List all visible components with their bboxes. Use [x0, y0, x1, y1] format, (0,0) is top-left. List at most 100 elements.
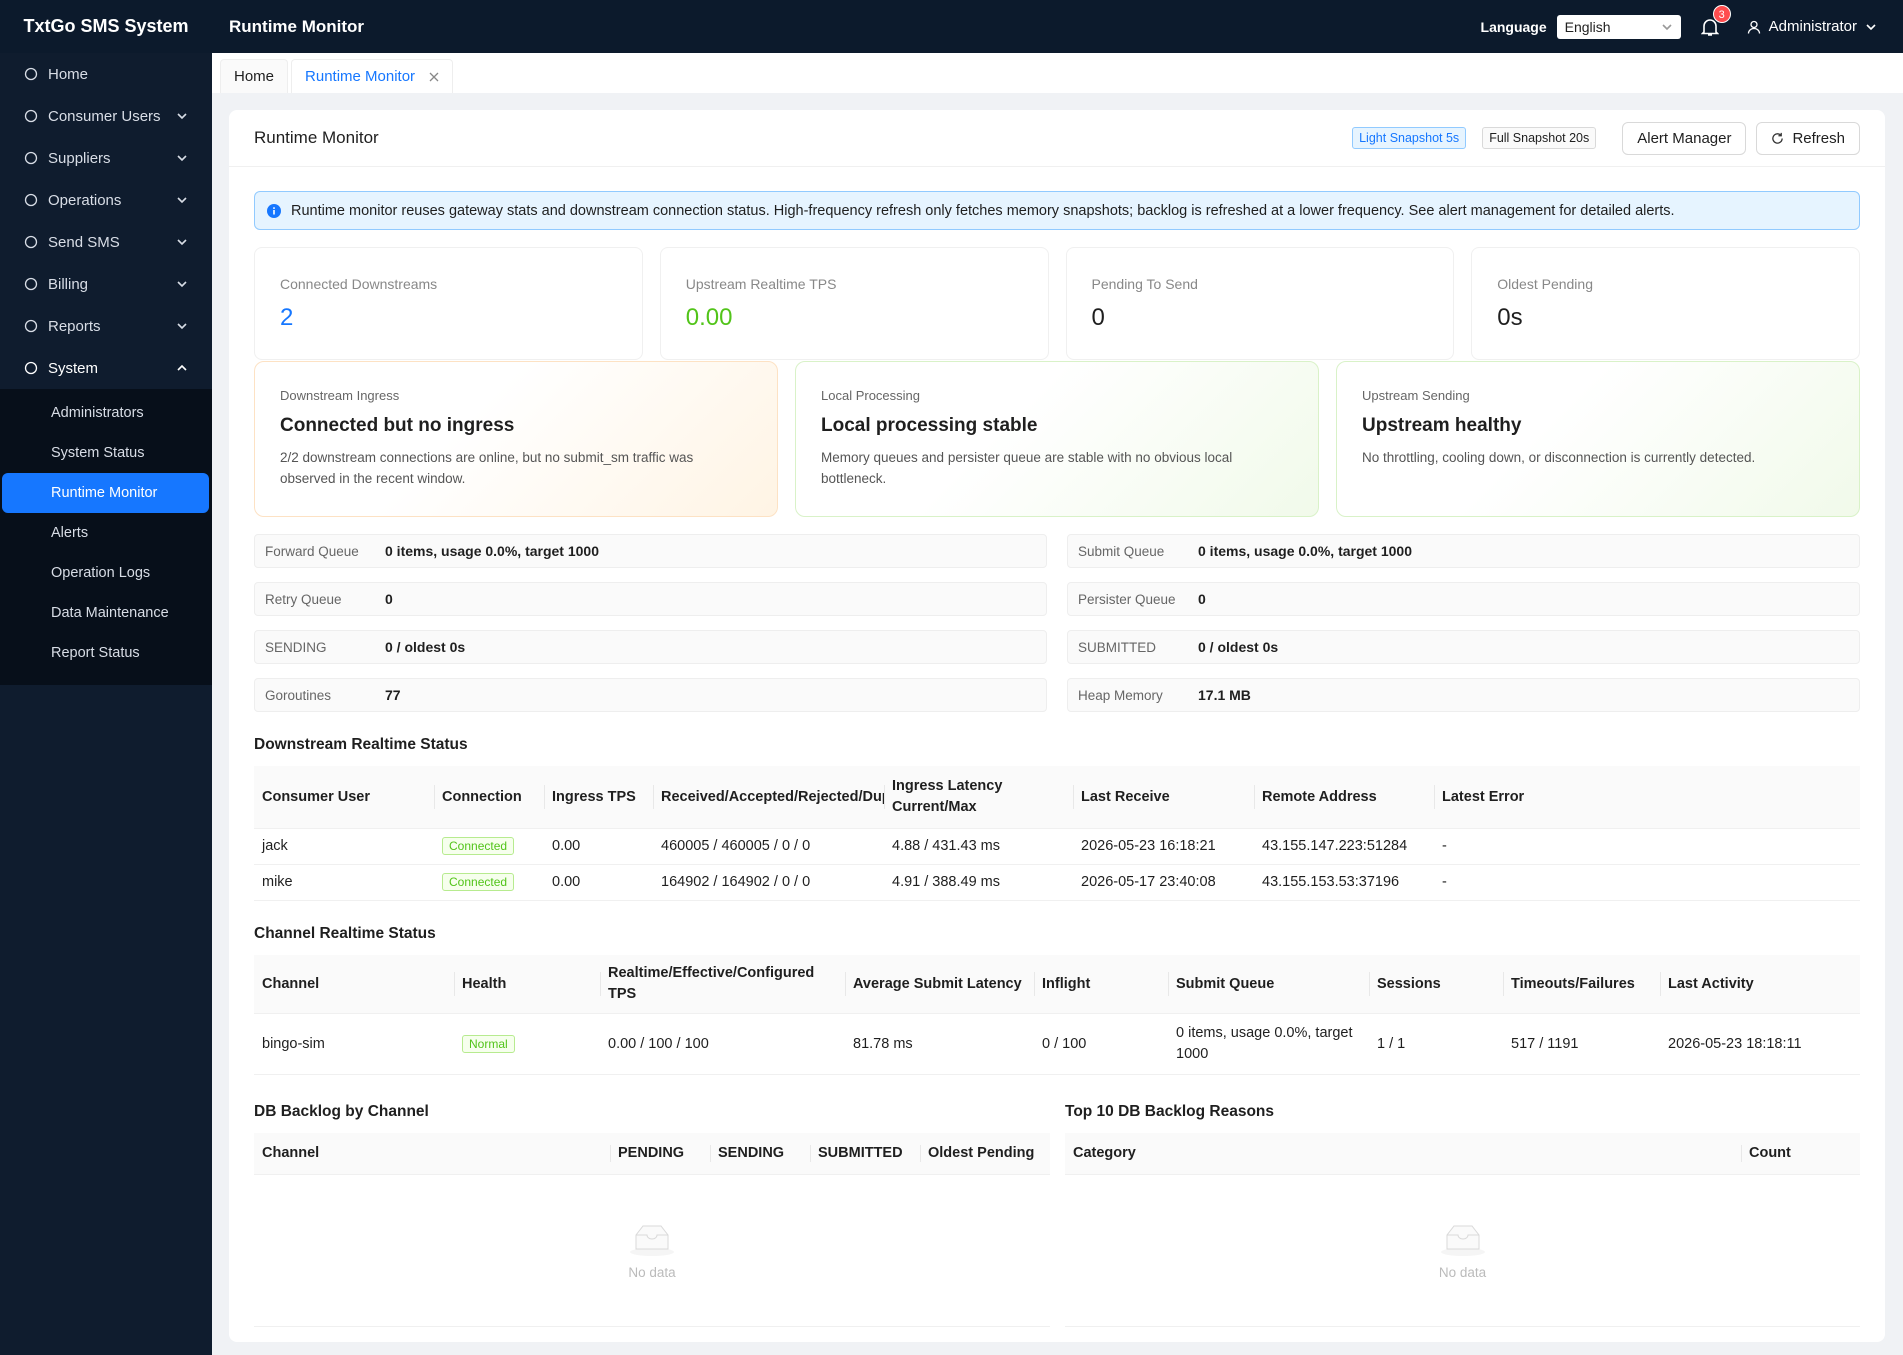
- cell: Connected: [434, 828, 544, 865]
- user-name: Administrator: [1768, 18, 1857, 35]
- language-value: English: [1564, 18, 1611, 35]
- tab-label: Home: [234, 68, 275, 85]
- main: Home Runtime Monitor Runtime Monitor Light…: [212, 53, 1903, 1355]
- metric-label: SENDING: [265, 639, 327, 655]
- submenu-item[interactable]: Alerts: [51, 525, 89, 541]
- cell: 164902 / 164902 / 0 / 0: [653, 864, 884, 901]
- cell: -: [1434, 828, 1860, 865]
- cell: Connected: [434, 864, 544, 901]
- metric-value: 0: [385, 591, 393, 607]
- metric-value: 0 / oldest 0s: [1198, 639, 1279, 655]
- cell: 2026-05-17 23:40:08: [1073, 864, 1254, 901]
- menu-item[interactable]: Send SMS: [0, 221, 212, 263]
- thead: Channel PENDING SENDING SUBMITTED Oldest Pen…: [254, 1133, 1050, 1175]
- menu-label: System: [48, 359, 99, 377]
- column-header: Channel: [254, 1133, 610, 1175]
- cell: 4.88 / 431.43 ms: [884, 828, 1073, 865]
- cell: 460005 / 460005 / 0 / 0: [653, 828, 884, 865]
- cell: 81.78 ms: [845, 1013, 1034, 1075]
- metric-label: SUBMITTED: [1078, 639, 1157, 655]
- health-label: Local Processing: [821, 388, 920, 403]
- cell: 0.00: [544, 864, 653, 901]
- thead: Consumer User Connection Ingress TPS Receiv…: [254, 766, 1860, 829]
- stat-value: 0s: [1497, 304, 1523, 331]
- submenu-item[interactable]: Runtime Monitor: [2, 473, 209, 513]
- badge: Full Snapshot 20s: [1482, 127, 1597, 149]
- column-header: SUBMITTED: [810, 1133, 920, 1175]
- submenu-item[interactable]: System Status: [51, 445, 145, 461]
- header-row: Channel Health Realtime/Effective/Configur…: [254, 955, 1860, 1014]
- cell: 43.155.147.223:51284: [1254, 828, 1434, 865]
- language-select[interactable]: English: [1556, 14, 1681, 39]
- cell: 0.00: [544, 828, 653, 865]
- icon: [24, 277, 38, 291]
- notifications[interactable]: 3: [1700, 4, 1731, 37]
- column-header: Average Submit Latency: [845, 955, 1034, 1014]
- submenu-item[interactable]: Report Status: [51, 645, 140, 661]
- cell: jack: [254, 828, 434, 865]
- cell: -: [1434, 864, 1860, 901]
- empty-text: No data: [628, 1265, 676, 1280]
- submenu-item[interactable]: Operation Logs: [51, 565, 151, 581]
- menu-item[interactable]: System: [0, 347, 212, 389]
- column-header: Remote Address: [1254, 766, 1434, 829]
- icon: [24, 193, 38, 207]
- menu-item[interactable]: Consumer Users: [0, 95, 212, 137]
- user-menu[interactable]: Administrator: [1747, 18, 1877, 35]
- menu-item[interactable]: Billing: [0, 263, 212, 305]
- section-title: Top 10 DB Backlog Reasons: [1065, 1103, 1275, 1120]
- tab[interactable]: Runtime Monitor: [291, 59, 454, 93]
- cell: 2026-05-23 18:18:11: [1660, 1013, 1860, 1075]
- chevron: [176, 362, 188, 374]
- column-header: Health: [454, 955, 600, 1014]
- metric-label: Forward Queue: [265, 543, 359, 559]
- sidebar: Home Consumer Users Suppliers Operations Sen…: [0, 53, 212, 1355]
- menu-item[interactable]: Home: [0, 53, 212, 95]
- row: jack Connected 0.00 460005 / 460005 / 0 / 0…: [254, 828, 1860, 865]
- menu-item[interactable]: Operations: [0, 179, 212, 221]
- cell: 4.91 / 388.49 ms: [884, 864, 1073, 901]
- health-card: Local Processing Local processing stable M…: [795, 361, 1319, 517]
- button[interactable]: Refresh: [1756, 121, 1860, 155]
- metric-label: Retry Queue: [265, 591, 342, 607]
- close: [429, 72, 439, 82]
- notification-count: 3: [1712, 4, 1731, 23]
- column-header: PENDING: [610, 1133, 710, 1175]
- submenu-item[interactable]: Data Maintenance: [51, 605, 169, 621]
- tab[interactable]: Home: [220, 59, 289, 93]
- chevron: [1865, 21, 1877, 33]
- menu-item[interactable]: Suppliers: [0, 137, 212, 179]
- cell: 43.155.153.53:37196: [1254, 864, 1434, 901]
- cell: 2026-05-23 16:18:21: [1073, 828, 1254, 865]
- cell: Normal: [454, 1013, 600, 1075]
- empty-text: No data: [1438, 1265, 1487, 1280]
- metric: Goroutines 77: [254, 678, 1047, 712]
- stat-label: Pending To Send: [1091, 276, 1198, 292]
- menu-label: Send SMS: [48, 233, 120, 251]
- status-tag: Connected: [442, 873, 515, 891]
- refresh-icon: [1771, 132, 1784, 145]
- health-text: Memory queues and persister queue are st…: [821, 450, 1233, 486]
- metric-label: Submit Queue: [1078, 543, 1165, 559]
- header-row: Channel PENDING SENDING SUBMITTED Oldest Pen…: [254, 1133, 1050, 1175]
- metric-label: Heap Memory: [1078, 687, 1163, 703]
- column-header: Connection: [434, 766, 544, 829]
- stat-card: Upstream Realtime TPS 0.00: [659, 247, 1049, 360]
- metric: Forward Queue 0 items, usage 0.0%, target…: [254, 534, 1047, 568]
- metric-value: 0 items, usage 0.0%, target 1000: [1198, 543, 1412, 559]
- menu-label: Billing: [48, 275, 89, 293]
- health-label: Downstream Ingress: [280, 388, 400, 403]
- icon: [24, 67, 38, 81]
- stats: Connected Downstreams 2 Upstream Realtime …: [254, 247, 1860, 360]
- chevron: [176, 236, 188, 248]
- bell-icon: [1700, 17, 1719, 37]
- column-header: Latest Error: [1434, 766, 1860, 829]
- section-title: Downstream Realtime Status: [254, 736, 468, 753]
- menu-item[interactable]: Reports: [0, 305, 212, 347]
- button[interactable]: Alert Manager: [1622, 121, 1747, 155]
- cell: 517 / 1191: [1503, 1013, 1660, 1075]
- card-body: Runtime monitor reuses gateway stats and…: [229, 167, 1885, 1351]
- menu-label: Consumer Users: [48, 107, 161, 125]
- submenu-item[interactable]: Administrators: [51, 405, 144, 421]
